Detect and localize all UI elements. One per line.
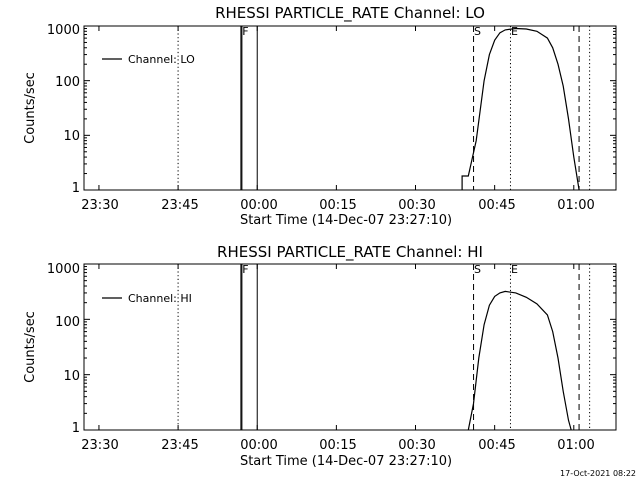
y-tick-label: 1 — [72, 181, 80, 196]
y-tick-label: 10 — [63, 369, 80, 384]
series-lo — [461, 27, 580, 191]
series-hi — [467, 290, 572, 431]
x-tick-label: 23:45 — [161, 198, 198, 213]
x-tick-label: 00:30 — [398, 438, 435, 453]
y-tick-label: 10 — [63, 129, 80, 144]
x-tick-label: 00:45 — [478, 198, 515, 213]
chart-title-hi: RHESSI PARTICLE_RATE Channel: HI — [217, 243, 483, 262]
x-tick-label: 00:30 — [398, 198, 435, 213]
x-tick-label: 01:00 — [557, 438, 594, 453]
x-tick-label: 23:45 — [161, 438, 198, 453]
chart-title-lo: RHESSI PARTICLE_RATE Channel: LO — [215, 4, 485, 23]
y-tick-label: 100 — [55, 315, 80, 330]
event-marker-label: S — [474, 25, 481, 38]
x-tick-label: 00:00 — [240, 438, 277, 453]
event-marker-label: E — [511, 25, 518, 38]
series-line — [461, 27, 580, 191]
x-tick-label: 00:45 — [478, 438, 515, 453]
y-tick-label: 1000 — [47, 262, 80, 277]
x-axis-label-hi: Start Time (14-Dec-07 23:27:10) — [240, 454, 452, 469]
y-axis-label-hi: Counts/sec — [23, 311, 38, 383]
y-axis-label-lo: Counts/sec — [23, 72, 38, 144]
x-tick-label: 01:00 — [557, 198, 594, 213]
legend-entry-lo: Channel: LO — [128, 53, 195, 66]
series-line — [467, 290, 572, 431]
panel-lo: RHESSI PARTICLE_RATE Channel: LO 1000 10… — [23, 4, 617, 228]
x-tick-label: 00:15 — [319, 198, 356, 213]
event-marker-label: E — [511, 263, 518, 276]
plot-frame-lo — [83, 25, 617, 191]
x-tick-label: 23:30 — [81, 438, 118, 453]
x-axis-label-lo: Start Time (14-Dec-07 23:27:10) — [240, 213, 452, 228]
x-tick-label: 00:00 — [240, 198, 277, 213]
x-tick-label: 23:30 — [81, 198, 118, 213]
event-marker-label: S — [474, 263, 481, 276]
legend-entry-hi: Channel: HI — [128, 292, 192, 305]
y-tick-label: 1000 — [47, 23, 80, 38]
y-tick-label: 1 — [72, 421, 80, 436]
event-marker-label: F — [242, 25, 248, 38]
footer-timestamp: 17-Oct-2021 08:22 — [560, 469, 636, 478]
panel-hi: RHESSI PARTICLE_RATE Channel: HI 1000 10… — [23, 243, 617, 469]
plot-frame-hi — [83, 263, 617, 431]
x-tick-label: 00:15 — [319, 438, 356, 453]
y-tick-label: 100 — [55, 75, 80, 90]
event-marker-label: F — [242, 263, 248, 276]
